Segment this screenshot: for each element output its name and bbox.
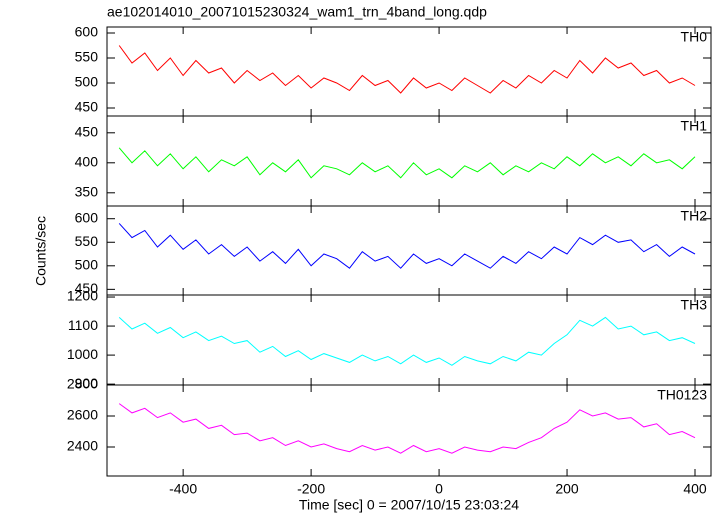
y-tick-label: 2800	[67, 376, 98, 392]
y-tick-label: 450	[75, 124, 99, 140]
data-line	[118, 223, 696, 269]
data-line	[118, 316, 696, 366]
y-tick-label: 1000	[67, 346, 98, 362]
y-tick-label: 2400	[67, 438, 98, 454]
data-line	[118, 45, 696, 94]
y-tick-label: 2600	[67, 407, 98, 423]
x-tick-label: 400	[683, 481, 707, 497]
series-label: TH2	[681, 208, 708, 224]
x-axis-label: Time [sec] 0 = 2007/10/15 23:03:24	[299, 497, 519, 513]
x-tick-label: -400	[169, 481, 197, 497]
y-axis-label: Counts/sec	[33, 216, 49, 286]
series-label: TH0	[681, 29, 708, 45]
y-tick-label: 500	[75, 257, 99, 273]
y-tick-label: 550	[75, 233, 99, 249]
x-tick-label: 0	[435, 481, 443, 497]
y-tick-label: 350	[75, 184, 99, 200]
y-tick-label: 450	[75, 99, 99, 115]
data-line	[118, 147, 696, 179]
y-tick-label: 900	[75, 375, 99, 391]
y-tick-label: 1200	[67, 288, 98, 304]
y-tick-label: 600	[75, 209, 99, 225]
series-label: TH0123	[657, 387, 707, 403]
y-tick-label: 400	[75, 154, 99, 170]
chart-title: ae102014010_20071015230324_wam1_trn_4ban…	[107, 4, 487, 20]
x-tick-label: -200	[297, 481, 325, 497]
y-tick-label: 550	[75, 49, 99, 65]
y-tick-label: 450	[75, 280, 99, 296]
x-tick-label: 200	[555, 481, 579, 497]
panel-frame	[106, 26, 712, 117]
y-tick-label: 1100	[68, 317, 98, 333]
panel-frame	[106, 294, 712, 386]
y-tick-label: 500	[75, 74, 99, 90]
data-line	[118, 403, 696, 454]
panel-frame	[106, 115, 712, 207]
series-label: TH1	[681, 118, 708, 134]
panel-frame	[106, 205, 712, 296]
series-label: TH3	[681, 297, 708, 313]
y-tick-label: 600	[75, 24, 99, 40]
panel-frame	[106, 384, 712, 477]
